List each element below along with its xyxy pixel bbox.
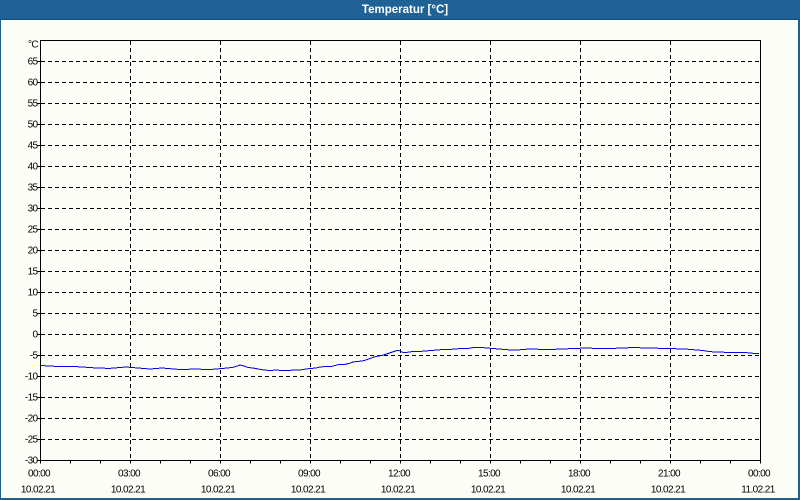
svg-text:10.02.21: 10.02.21 [111,485,146,496]
svg-text:-10: -10 [25,372,39,383]
svg-text:10.02.21: 10.02.21 [201,485,236,496]
svg-text:-5: -5 [30,351,39,362]
svg-text:18:00: 18:00 [568,469,591,480]
svg-text:25: 25 [28,225,39,236]
svg-text:09:00: 09:00 [298,469,321,480]
svg-text:10.02.21: 10.02.21 [21,485,56,496]
svg-text:10.02.21: 10.02.21 [381,485,416,496]
svg-text:65: 65 [28,57,39,68]
svg-text:00:00: 00:00 [748,469,771,480]
svg-text:35: 35 [28,183,39,194]
svg-text:-30: -30 [25,456,39,467]
svg-text:15:00: 15:00 [478,469,501,480]
svg-text:55: 55 [28,99,39,110]
svg-text:10.02.21: 10.02.21 [471,485,506,496]
svg-text:06:00: 06:00 [208,469,231,480]
svg-text:-15: -15 [25,393,39,404]
svg-text:03:00: 03:00 [118,469,141,480]
svg-text:60: 60 [28,78,39,89]
svg-text:40: 40 [28,162,39,173]
svg-text:Temperatur [°C]: Temperatur [°C] [362,4,448,16]
svg-text:50: 50 [28,120,39,131]
svg-text:-25: -25 [25,435,39,446]
svg-text:10: 10 [28,288,39,299]
svg-text:0: 0 [33,330,39,341]
svg-text:11.02.21: 11.02.21 [741,485,775,496]
svg-text:°C: °C [28,40,38,51]
svg-text:45: 45 [28,141,39,152]
svg-text:00:00: 00:00 [28,469,51,480]
svg-text:-20: -20 [25,414,39,425]
svg-text:12:00: 12:00 [388,469,411,480]
svg-text:20: 20 [28,246,39,257]
svg-text:10.02.21: 10.02.21 [291,485,326,496]
svg-text:10.02.21: 10.02.21 [651,485,686,496]
svg-text:15: 15 [28,267,39,278]
svg-text:10.02.21: 10.02.21 [561,485,596,496]
svg-text:30: 30 [28,204,39,215]
svg-text:5: 5 [33,309,39,320]
svg-text:21:00: 21:00 [658,469,681,480]
